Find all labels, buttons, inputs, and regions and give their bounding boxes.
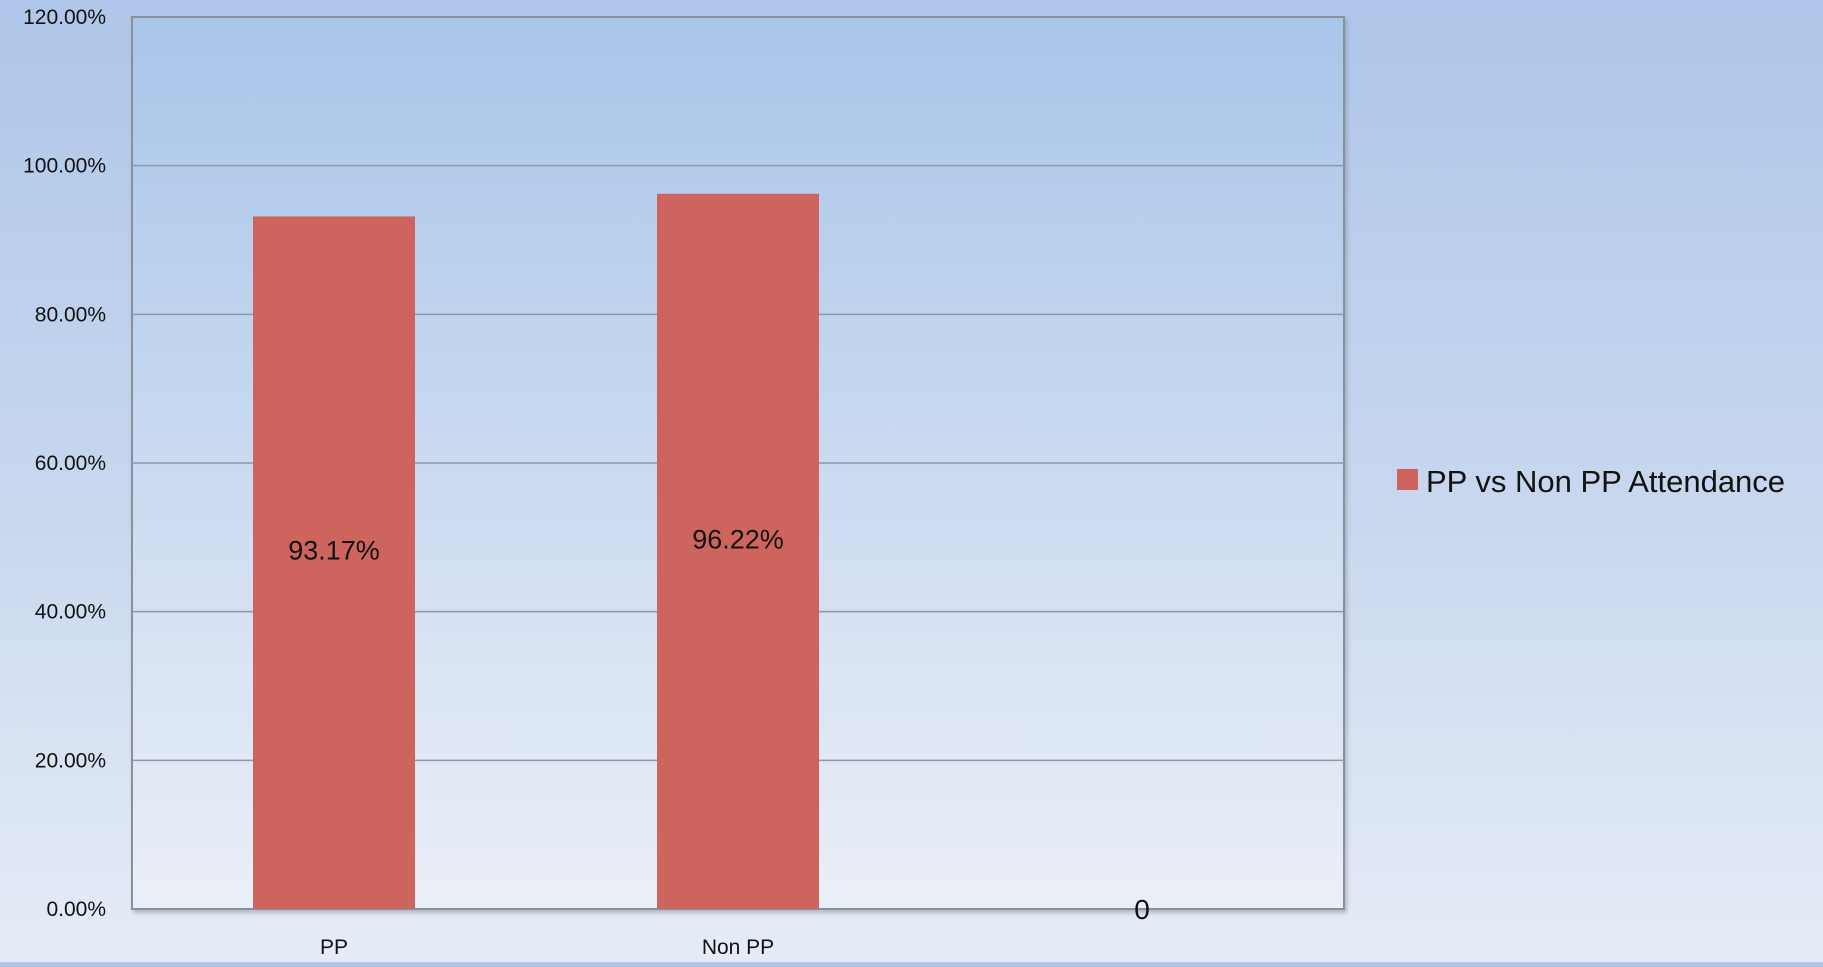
- data-label: 93.17%: [288, 536, 380, 566]
- data-labels: 93.17% 96.22% 0: [288, 524, 1150, 925]
- legend: PP vs Non PP Attendance: [1397, 464, 1785, 499]
- y-tick-label: 80.00%: [35, 303, 106, 326]
- bar: [253, 216, 415, 909]
- y-tick-label: 40.00%: [35, 601, 106, 624]
- y-tick-label: 60.00%: [35, 452, 106, 475]
- bars: [253, 193, 819, 910]
- legend-swatch: [1397, 469, 1418, 490]
- y-tick-label: 0.00%: [46, 898, 106, 921]
- data-label: 0: [1134, 894, 1150, 925]
- legend-label: PP vs Non PP Attendance: [1426, 464, 1785, 499]
- y-tick-label: 120.00%: [23, 6, 106, 29]
- data-label: 96.22%: [692, 524, 784, 554]
- x-axis-tick-labels: PP Non PP: [320, 936, 774, 959]
- y-tick-label: 20.00%: [35, 749, 106, 772]
- y-tick-label: 100.00%: [23, 155, 106, 178]
- y-axis-tick-labels: 0.00% 20.00% 40.00% 60.00% 80.00% 100.00% 120.…: [23, 6, 106, 921]
- bar: [657, 193, 819, 910]
- x-tick-label: PP: [320, 936, 348, 959]
- x-tick-label: Non PP: [702, 936, 774, 959]
